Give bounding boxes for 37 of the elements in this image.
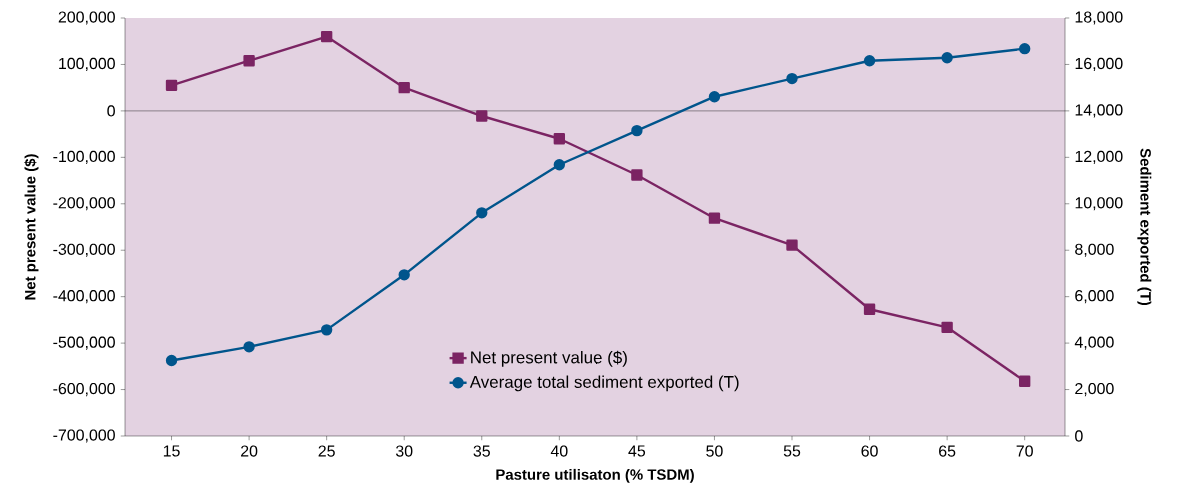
x-tick-label: 60 bbox=[861, 445, 878, 457]
x-tick-label: 55 bbox=[783, 445, 801, 457]
y-tick-label: -100,000 bbox=[53, 150, 115, 164]
y2-axis-title: Sediment exported (T) bbox=[1137, 148, 1152, 306]
x-tick-label: 50 bbox=[706, 445, 723, 457]
y2-tick-label: 10,000 bbox=[1075, 197, 1123, 211]
y-tick-label: -600,000 bbox=[53, 382, 115, 397]
y2-tick-label: 6,000 bbox=[1075, 290, 1114, 304]
y-tick-label: -400,000 bbox=[53, 290, 115, 304]
y-tick-label: -500,000 bbox=[53, 336, 115, 350]
x-tick-label: 65 bbox=[939, 445, 956, 457]
x-tick-label: 35 bbox=[473, 445, 490, 457]
y-tick-label: 0 bbox=[107, 105, 115, 117]
x-axis-title: Pasture utilisaton (% TSDM) bbox=[496, 468, 694, 483]
x-tick-label: 30 bbox=[395, 445, 413, 457]
y2-tick-label: 18,000 bbox=[1075, 11, 1123, 25]
y2-tick-label: 8,000 bbox=[1075, 243, 1114, 257]
y-tick-label: -700,000 bbox=[53, 429, 115, 443]
x-tick-label: 15 bbox=[163, 445, 180, 457]
x-tick-label: 40 bbox=[550, 445, 568, 457]
y2-tick-label: 0 bbox=[1075, 430, 1083, 442]
y2-tick-label: 4,000 bbox=[1074, 336, 1114, 350]
y-tick-label: -200,000 bbox=[53, 197, 115, 211]
y2-tick-label: 12,000 bbox=[1075, 150, 1123, 164]
y-tick-label: 200,000 bbox=[58, 11, 115, 25]
y2-tick-label: 2,000 bbox=[1075, 382, 1114, 397]
y-axis-title: Net present value ($) bbox=[24, 154, 39, 300]
legend-label: Average total sediment exported (T) bbox=[469, 375, 739, 392]
x-tick-label: 45 bbox=[628, 445, 646, 457]
x-tick-label: 25 bbox=[318, 445, 335, 457]
legend-label: Net present value ($) bbox=[471, 350, 627, 367]
y-tick-label: 100,000 bbox=[59, 57, 115, 72]
y-tick-label: -300,000 bbox=[53, 243, 115, 257]
x-tick-label: 70 bbox=[1016, 445, 1033, 457]
y2-tick-label: 16,000 bbox=[1075, 57, 1123, 72]
y2-tick-label: 14,000 bbox=[1075, 104, 1123, 118]
x-tick-label: 20 bbox=[241, 445, 258, 457]
